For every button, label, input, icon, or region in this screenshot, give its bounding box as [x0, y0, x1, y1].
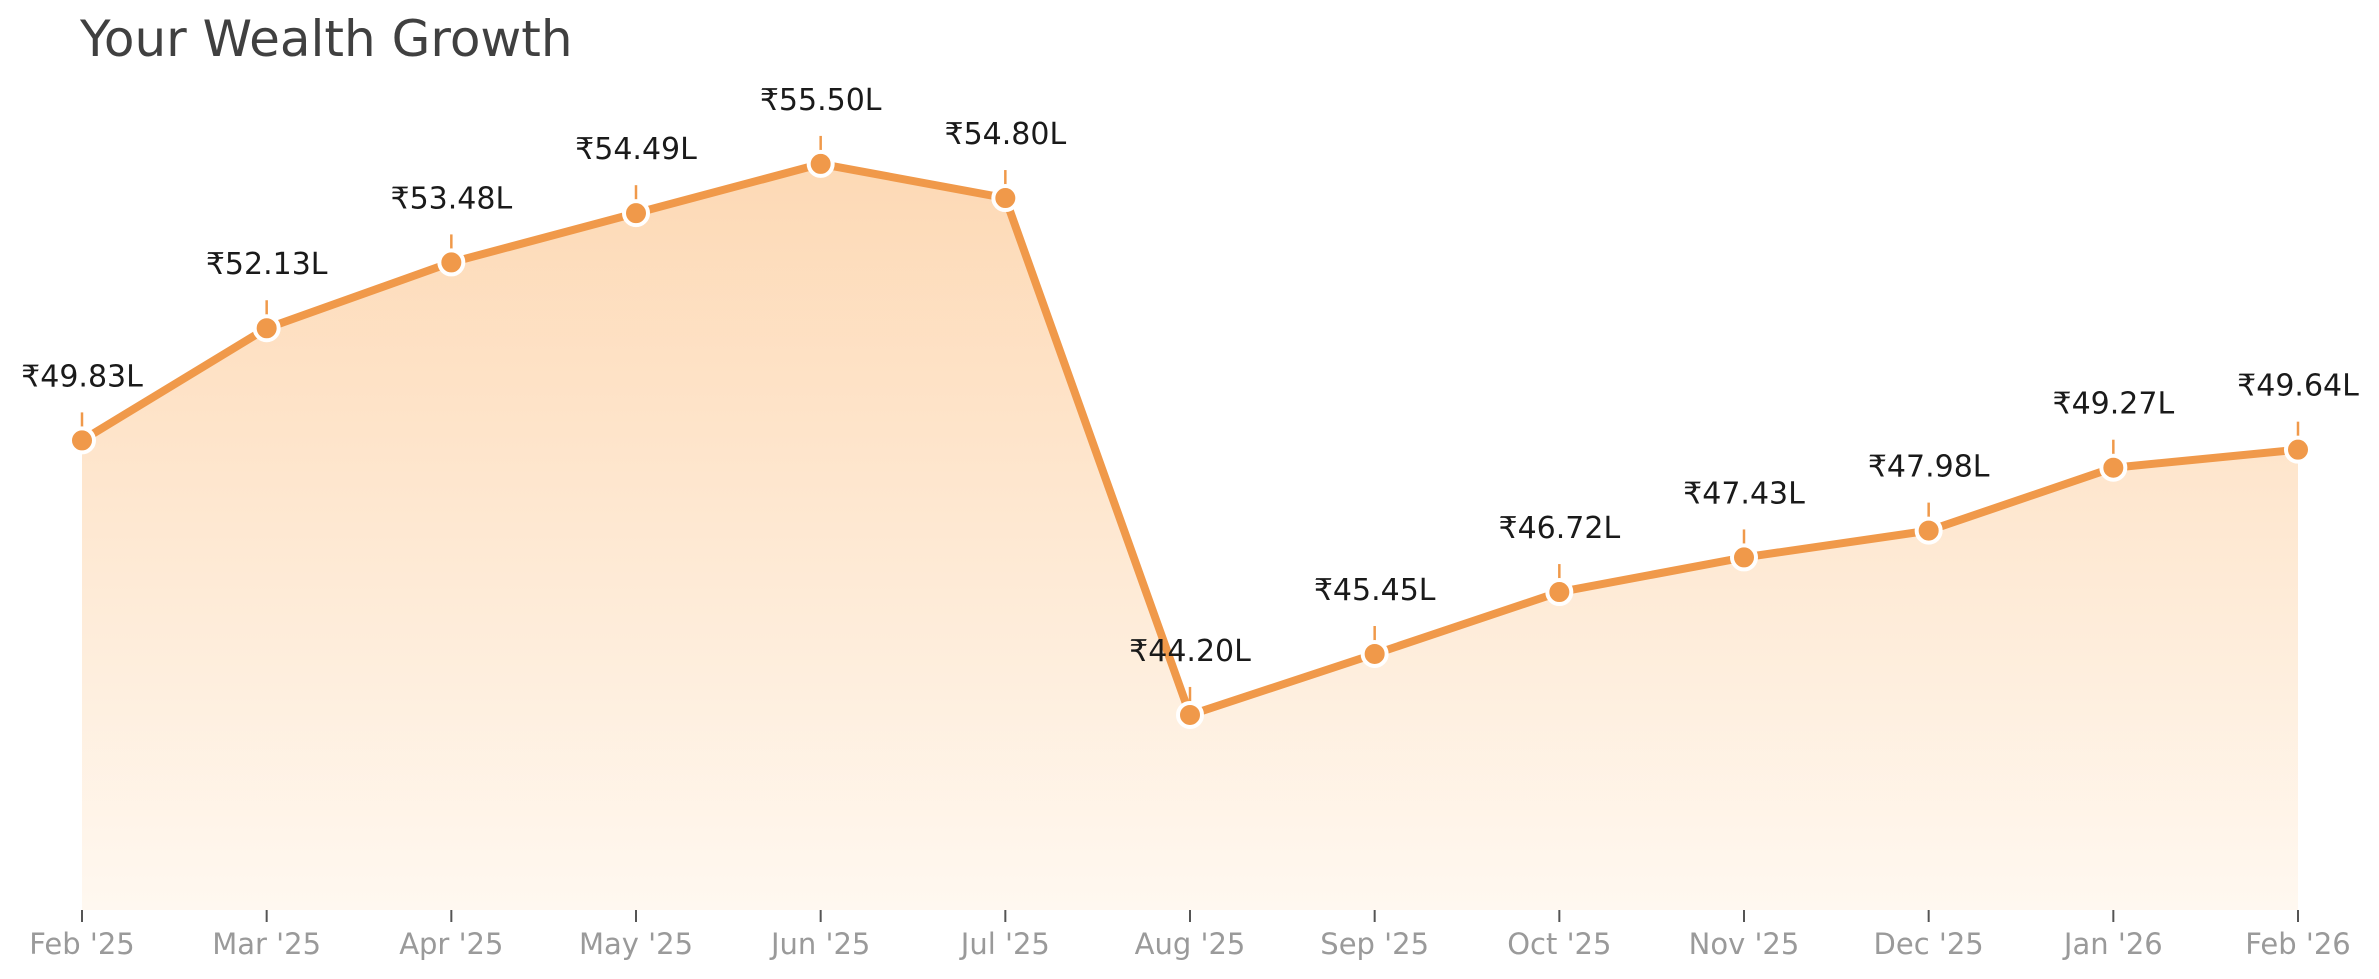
data-points [68, 135, 2312, 729]
x-tick-label: Aug '25 [1135, 927, 1246, 961]
x-tick-label: Jun '25 [769, 927, 870, 961]
data-point [1176, 700, 1204, 729]
x-tick-label: Feb '26 [2245, 927, 2350, 961]
x-tick-label: Jan '26 [2062, 927, 2163, 961]
x-tick-label: Nov '25 [1689, 927, 1800, 961]
x-tick-label: Sep '25 [1320, 927, 1429, 961]
chart-title: Your Wealth Growth [80, 10, 573, 68]
data-point [806, 149, 835, 178]
x-tick-label: Mar '25 [212, 927, 321, 961]
data-point [1545, 578, 1574, 607]
x-tick-label: Jul '25 [959, 927, 1050, 961]
area-fill [82, 163, 2298, 911]
data-point [991, 184, 1020, 213]
data-label: ₹46.72L [1498, 511, 1620, 546]
data-point [1914, 516, 1943, 545]
data-point [1730, 543, 1758, 572]
data-label: ₹55.50L [760, 83, 882, 118]
data-label: ₹49.83L [21, 359, 143, 394]
data-label: ₹47.43L [1683, 476, 1805, 511]
data-point [1360, 639, 1389, 668]
x-axis: Feb '25 Mar '25 Apr '25 May '25 Jun '25 Jul '… [29, 910, 2351, 961]
x-tick-label: Apr '25 [399, 927, 503, 961]
area-fill-layer [82, 163, 2298, 911]
x-tick-label: May '25 [579, 927, 693, 961]
data-label: ₹47.98L [1868, 450, 1990, 485]
data-label: ₹45.45L [1314, 573, 1436, 608]
data-label: ₹49.64L [2237, 369, 2359, 404]
data-point [622, 199, 650, 228]
data-label: ₹53.48L [390, 181, 512, 216]
x-tick-label: Dec '25 [1874, 927, 1984, 961]
data-label: ₹54.49L [575, 132, 697, 167]
x-tick-label: Feb '25 [29, 927, 134, 961]
data-point [68, 426, 96, 455]
data-point [2284, 435, 2312, 464]
data-label: ₹54.80L [944, 117, 1066, 152]
data-point [2099, 453, 2128, 482]
data-label: ₹52.13L [206, 247, 328, 282]
data-point [437, 248, 466, 277]
data-point [252, 314, 281, 343]
data-label: ₹49.27L [2052, 387, 2174, 422]
data-label: ₹44.20L [1129, 634, 1251, 669]
data-labels: ₹49.83L ₹52.13L ₹53.48L ₹54.49L ₹55.50L ₹54.8… [21, 83, 2359, 669]
x-tick-label: Oct '25 [1507, 927, 1611, 961]
